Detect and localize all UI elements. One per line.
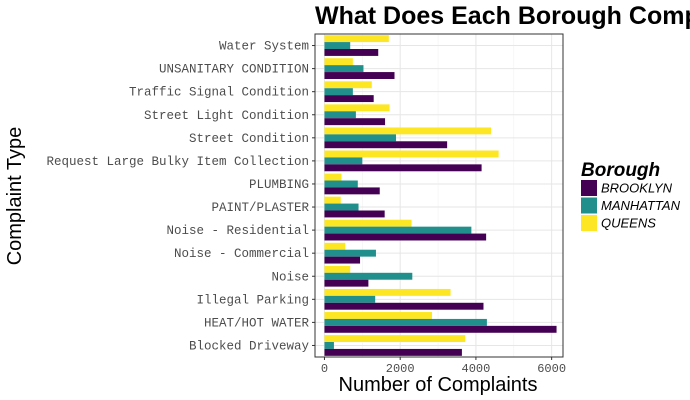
bar-manhattan [324,318,487,326]
y-tick-label: Water System [219,40,309,54]
bar-brooklyn [324,187,380,195]
y-axis-title: Complaint Type [4,127,26,266]
legend-swatch [581,197,597,214]
bar-queens [324,288,451,296]
y-tick-label: HEAT/HOT WATER [204,316,310,330]
bar-manhattan [324,65,364,73]
legend-swatch [581,180,597,196]
x-tick-label: 0 [321,362,328,376]
bar-brooklyn [324,164,482,172]
bar-manhattan [324,342,334,349]
x-tick-label: 2000 [386,362,415,376]
bar-manhattan [324,226,472,234]
bar-queens [324,150,499,158]
bar-brooklyn [324,118,386,126]
legend-swatch [581,215,597,231]
y-tick-label: Street Condition [189,132,309,146]
x-axis-title: Number of Complaints [339,374,538,396]
bar-brooklyn [324,95,374,103]
y-tick-label: UNSANITARY CONDITION [159,63,309,77]
x-tick-label: 4000 [462,362,491,376]
bar-manhattan [324,42,351,49]
bar-queens [324,219,412,227]
y-tick-label: Traffic Signal Condition [129,86,309,100]
bar-brooklyn [324,348,462,356]
y-tick-label: Request Large Bulky Item Collection [46,155,309,169]
bar-queens [324,265,351,273]
y-tick-label: Noise - Commercial [174,247,309,261]
y-tick-label: Illegal Parking [196,293,309,307]
y-tick-label: Street Light Condition [144,109,309,123]
y-tick-label: PLUMBING [249,178,309,192]
bar-brooklyn [324,210,385,218]
bar-brooklyn [324,233,487,241]
bar-brooklyn [324,72,395,79]
bar-manhattan [324,203,359,211]
bar-brooklyn [324,48,379,56]
legend-label: MANHATTAN [601,198,681,213]
bar-brooklyn [324,141,448,149]
y-tick-label: Blocked Driveway [189,339,310,353]
chart-title: What Does Each Borough Complain About? [315,2,690,30]
bar-brooklyn [324,279,369,287]
bar-manhattan [324,134,397,142]
legend-title: Borough [581,160,660,181]
bar-queens [324,127,492,135]
bar-queens [324,242,346,250]
bar-manhattan [324,157,363,165]
bar-queens [324,81,372,89]
y-tick-label: PAINT/PLASTER [211,201,309,215]
bar-manhattan [324,180,358,188]
bar-manhattan [324,249,376,257]
bar-manhattan [324,111,356,119]
legend-label: BROOKLYN [601,181,673,196]
bar-brooklyn [324,325,557,333]
bar-queens [324,312,432,319]
bar-queens [324,35,389,43]
legend-label: QUEENS [601,216,656,231]
bar-manhattan [324,272,413,280]
bar-queens [324,58,353,66]
plot-panel-border [314,33,564,358]
bar-queens [324,196,341,204]
bar-manhattan [324,88,353,96]
y-tick-label: Noise - Residential [166,224,309,238]
bar-queens [324,173,342,181]
y-tick-label: Noise [271,270,309,284]
bar-brooklyn [324,256,361,264]
legend: Borough BROOKLYN MANHATTAN QUEENS [581,160,681,231]
bar-manhattan [324,295,376,303]
bar-queens [324,104,390,112]
bar-brooklyn [324,302,484,310]
x-tick-label: 6000 [537,362,566,376]
bar-queens [324,335,466,343]
